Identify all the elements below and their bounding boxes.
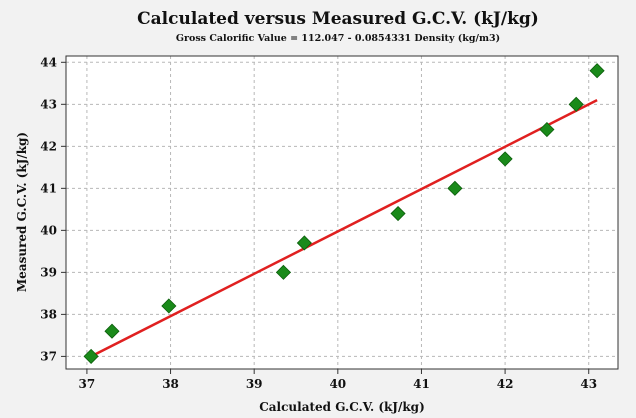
x-tick-label: 42	[497, 377, 514, 391]
plot-border	[65, 55, 619, 370]
x-tick-label: 37	[79, 377, 96, 391]
y-tick-label: 39	[40, 265, 57, 279]
x-tick-label: 41	[413, 377, 430, 391]
x-tick-label: 43	[580, 377, 597, 391]
y-tick-label: 40	[40, 223, 57, 237]
chart-title: Calculated versus Measured G.C.V. (kJ/kg…	[137, 9, 539, 29]
y-tick-label: 38	[40, 307, 57, 321]
y-tick-label: 43	[40, 97, 57, 111]
x-tick-label: 40	[329, 377, 346, 391]
data-point	[275, 264, 292, 280]
fit-line	[90, 98, 598, 358]
y-tick-label: 44	[40, 55, 57, 69]
x-tick-label: 39	[246, 377, 263, 391]
x-axis-label: Calculated G.C.V. (kJ/kg)	[259, 400, 425, 414]
plot-area	[65, 55, 619, 370]
x-tick-label: 38	[162, 377, 179, 391]
data-point	[568, 96, 584, 112]
axis-ticks: 37 38 39 40 41 42 43 37 38 39 40 41 42 43 44	[40, 55, 597, 391]
data-point	[161, 298, 177, 314]
data-point	[390, 205, 406, 222]
y-tick-label: 41	[40, 181, 57, 195]
y-tick-label: 42	[40, 139, 57, 153]
data-point	[497, 151, 513, 167]
y-axis-label: Measured G.C.V. (kJ/kg)	[15, 132, 29, 292]
y-tick-label: 37	[40, 349, 57, 363]
data-point	[539, 121, 555, 138]
chart-subtitle: Gross Calorific Value = 112.047 - 0.0854…	[176, 33, 500, 44]
data-point	[104, 323, 120, 339]
data-points	[83, 63, 605, 364]
data-point	[589, 63, 605, 79]
data-point	[83, 348, 99, 364]
fit-line-layer	[90, 98, 598, 358]
data-point	[296, 235, 312, 251]
data-point	[447, 180, 463, 196]
